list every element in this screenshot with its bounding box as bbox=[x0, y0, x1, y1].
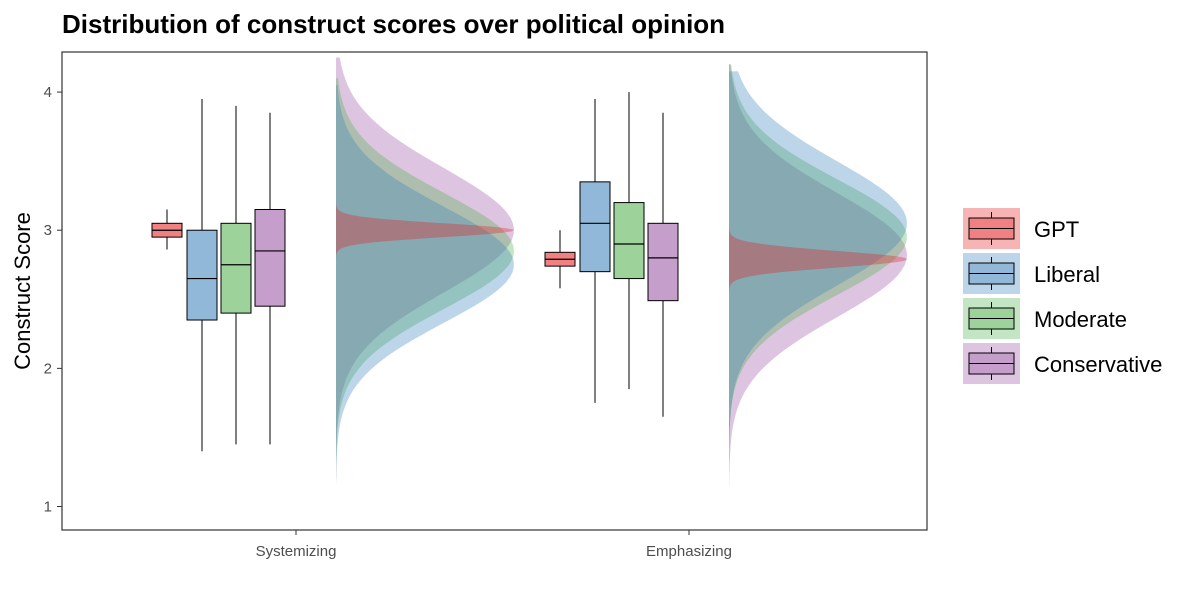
boxplot-liberal-systemizing bbox=[186, 98, 218, 452]
legend: GPT Liberal Moderate Conservative bbox=[963, 208, 1162, 384]
density-conservative-systemizing bbox=[336, 57, 514, 500]
legend-label: GPT bbox=[1034, 217, 1079, 242]
y-tick-label: 2 bbox=[44, 360, 52, 377]
density-liberal-systemizing bbox=[336, 85, 514, 479]
plot-panel: 1 2 3 4 Systemizing Emphasizing bbox=[44, 51, 928, 560]
boxplot-moderate-systemizing bbox=[220, 105, 252, 445]
density-moderate-emphasizing bbox=[729, 64, 907, 466]
box bbox=[579, 181, 611, 273]
y-tick-label: 4 bbox=[44, 84, 52, 101]
boxplot-liberal-emphasizing bbox=[579, 98, 611, 403]
box bbox=[254, 208, 286, 307]
chart-title: Distribution of construct scores over po… bbox=[62, 9, 725, 39]
box bbox=[647, 222, 679, 302]
boxplot-gpt-emphasizing bbox=[544, 230, 576, 289]
legend-item-liberal: Liberal bbox=[963, 253, 1100, 294]
boxplot-gpt-systemizing bbox=[151, 209, 183, 250]
density-gpt-emphasizing bbox=[729, 216, 907, 300]
x-tick-label-systemizing: Systemizing bbox=[256, 543, 337, 560]
box bbox=[613, 202, 645, 280]
legend-item-moderate: Moderate bbox=[963, 298, 1127, 339]
density-liberal-emphasizing bbox=[729, 71, 907, 473]
box bbox=[186, 229, 218, 321]
panel-border bbox=[61, 51, 928, 531]
legend-label: Conservative bbox=[1034, 352, 1162, 377]
boxplot-conservative-systemizing bbox=[254, 112, 286, 445]
x-tick-label-emphasizing: Emphasizing bbox=[646, 543, 732, 560]
boxplot-conservative-emphasizing bbox=[647, 112, 679, 417]
legend-item-conservative: Conservative bbox=[963, 343, 1162, 384]
density-gpt-systemizing bbox=[336, 168, 514, 286]
box bbox=[220, 222, 252, 314]
legend-label: Liberal bbox=[1034, 262, 1100, 287]
legend-item-gpt: GPT bbox=[963, 208, 1079, 249]
y-axis-label: Construct Score bbox=[10, 212, 35, 370]
density-moderate-systemizing bbox=[336, 78, 514, 486]
boxplot-moderate-emphasizing bbox=[613, 92, 645, 390]
legend-label: Moderate bbox=[1034, 307, 1127, 332]
density-conservative-emphasizing bbox=[729, 64, 907, 486]
y-tick-label: 3 bbox=[44, 222, 52, 239]
y-tick-label: 1 bbox=[44, 499, 52, 516]
